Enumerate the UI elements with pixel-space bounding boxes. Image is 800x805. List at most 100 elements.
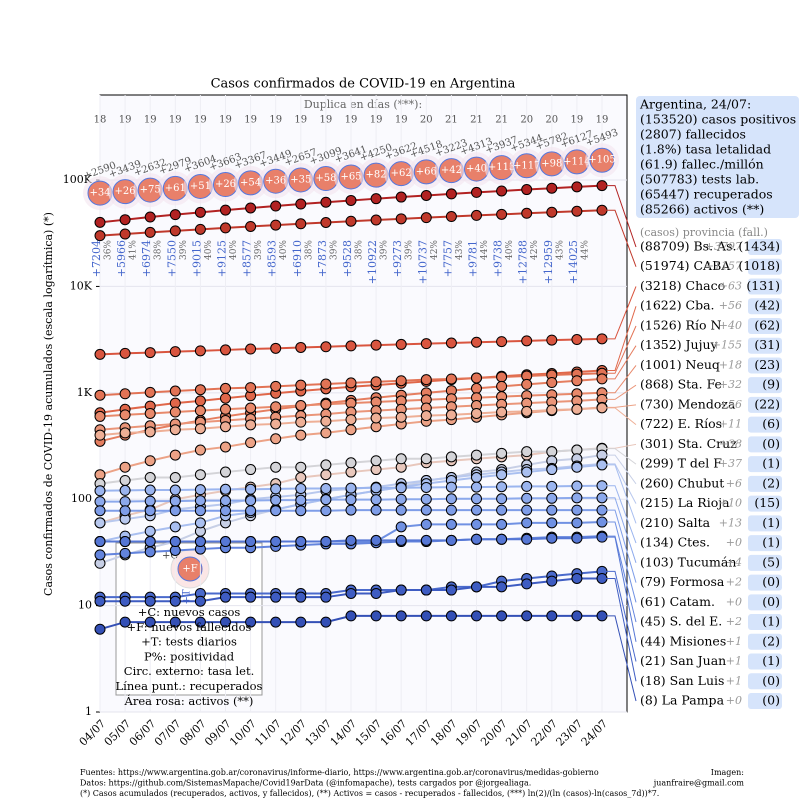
tests-label: +5966 bbox=[115, 240, 128, 277]
footer-credit: Imagen: bbox=[711, 768, 744, 777]
province-point bbox=[521, 184, 533, 196]
province-point bbox=[144, 472, 156, 484]
deaths-bg bbox=[748, 594, 782, 611]
province-point bbox=[345, 215, 357, 227]
province-point bbox=[420, 410, 432, 422]
connector bbox=[602, 536, 637, 642]
y-tick-label: 1 bbox=[85, 705, 92, 718]
connector bbox=[602, 286, 637, 340]
province-point bbox=[445, 493, 457, 505]
province-point bbox=[270, 380, 282, 392]
new-deaths-label: +66 bbox=[416, 166, 437, 177]
positivity-label: 43% bbox=[455, 240, 465, 260]
province-point bbox=[471, 382, 482, 394]
x-tick-label: 18/07 bbox=[428, 717, 460, 749]
deaths-bg bbox=[748, 377, 782, 394]
province-point bbox=[220, 536, 231, 548]
province-point bbox=[370, 494, 382, 506]
x-tick-label: 24/07 bbox=[579, 717, 611, 749]
province-point bbox=[546, 464, 558, 476]
province-point bbox=[420, 374, 432, 386]
province-new-cases: +0 bbox=[726, 595, 742, 608]
tests-label: +7550 bbox=[165, 240, 178, 277]
x-tick-label: 12/07 bbox=[277, 717, 309, 749]
province-point bbox=[144, 455, 156, 467]
province-point bbox=[119, 427, 131, 439]
new-deaths-label: +36 bbox=[265, 176, 286, 187]
province-point bbox=[94, 496, 106, 508]
province-point bbox=[220, 616, 231, 628]
province-point bbox=[295, 379, 307, 391]
province-point bbox=[445, 610, 457, 622]
province-point bbox=[320, 427, 332, 439]
summary-line: (507783) tests lab. bbox=[640, 172, 759, 187]
province-point bbox=[546, 610, 558, 622]
province-point bbox=[571, 375, 583, 387]
legend-entry: (868) Sta. Fe bbox=[640, 377, 722, 392]
province-point bbox=[220, 505, 231, 517]
province-header: (casos) provincia (fall.) bbox=[640, 226, 768, 239]
province-point bbox=[420, 584, 432, 596]
connector bbox=[602, 345, 637, 380]
legend-entry: (730) Mendoza bbox=[640, 396, 736, 411]
province-deaths: (1) bbox=[762, 653, 780, 668]
province-point bbox=[521, 492, 533, 504]
deaths-bg bbox=[748, 396, 782, 413]
province-point bbox=[320, 459, 332, 471]
province-point bbox=[471, 407, 482, 419]
legend-entry: (215) La Rioja bbox=[640, 495, 730, 510]
x-tick-label: 10/07 bbox=[227, 717, 259, 749]
province-point bbox=[445, 534, 457, 546]
legend-entry: (61) Catam. bbox=[640, 594, 715, 609]
province-point bbox=[445, 373, 457, 385]
tests-label: +9125 bbox=[216, 240, 229, 277]
deaths-bg bbox=[748, 693, 782, 710]
tests-label: +8593 bbox=[266, 240, 279, 277]
legend-entry: (103) Tucumán bbox=[640, 554, 736, 569]
province-point bbox=[420, 189, 432, 201]
positivity-label: 41% bbox=[129, 240, 139, 260]
province-point bbox=[496, 371, 508, 383]
deaths-bg bbox=[748, 475, 782, 492]
province-point bbox=[521, 405, 533, 417]
deaths-bg bbox=[748, 317, 782, 334]
province-point bbox=[295, 616, 307, 628]
new-deaths-label: +40 bbox=[466, 164, 487, 175]
province-point bbox=[119, 409, 131, 421]
province-new-cases: +0 bbox=[726, 536, 742, 549]
connector bbox=[602, 454, 637, 485]
province-deaths: (15) bbox=[754, 495, 780, 510]
province-point bbox=[496, 447, 508, 459]
province-point bbox=[521, 207, 533, 219]
province-point bbox=[144, 495, 156, 507]
doubling-label: 19 bbox=[294, 115, 307, 126]
province-point bbox=[571, 205, 583, 217]
legend-entry: (51974) CABA bbox=[640, 258, 731, 273]
province-deaths: (1) bbox=[762, 515, 780, 530]
province-point bbox=[270, 433, 282, 445]
new-deaths-label: +26 bbox=[115, 186, 136, 197]
deaths-bg bbox=[748, 337, 782, 354]
province-point bbox=[471, 481, 482, 493]
province-point bbox=[194, 405, 206, 417]
province-point bbox=[445, 504, 457, 516]
province-point bbox=[370, 587, 382, 599]
province-deaths: (31) bbox=[754, 337, 780, 352]
province-deaths: (5) bbox=[762, 554, 780, 569]
connector bbox=[602, 407, 637, 426]
new-deaths-label: +65 bbox=[340, 171, 361, 182]
positivity-label: 36% bbox=[104, 240, 114, 260]
province-point bbox=[395, 584, 407, 596]
province-point bbox=[119, 388, 131, 400]
province-point bbox=[194, 616, 206, 628]
doubling-label: 19 bbox=[244, 115, 257, 126]
province-point bbox=[119, 484, 131, 496]
tests-label: +7204 bbox=[90, 240, 103, 277]
province-point bbox=[546, 504, 558, 516]
province-deaths: (2) bbox=[762, 475, 780, 490]
province-point bbox=[94, 216, 106, 228]
summary-line: (61.9) fallec./millón bbox=[640, 157, 764, 172]
new-deaths-label: +114 bbox=[563, 156, 590, 167]
connector bbox=[602, 464, 637, 524]
province-point bbox=[94, 230, 106, 242]
